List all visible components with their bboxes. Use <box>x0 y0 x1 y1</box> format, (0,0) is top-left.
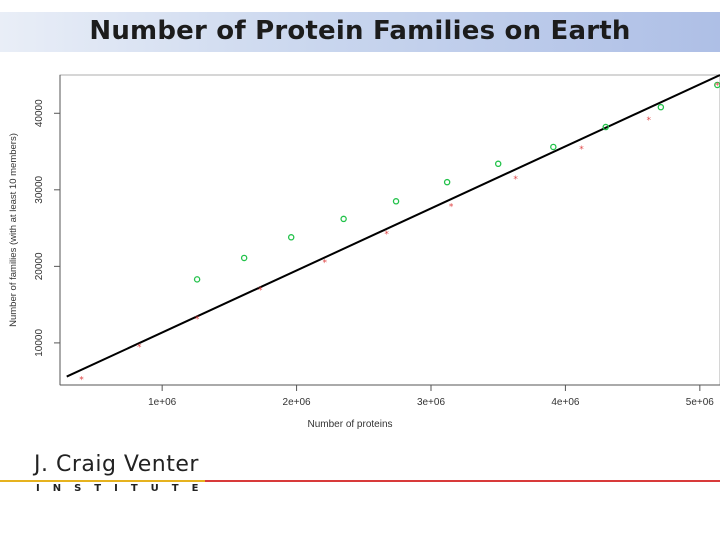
data-point-star: * <box>449 202 454 212</box>
logo-name: J. Craig Venter <box>34 452 199 477</box>
y-axis-label: Number of families (with at least 10 mem… <box>8 133 19 327</box>
slide-title: Number of Protein Families on Earth <box>89 16 631 46</box>
logo-rule-red <box>205 480 720 482</box>
data-point-star: * <box>195 315 200 325</box>
data-point-star: * <box>79 375 84 385</box>
y-tick-label: 10000 <box>34 329 45 357</box>
data-point-star: * <box>647 116 652 126</box>
x-tick-label: 1e+06 <box>148 397 177 408</box>
x-tick-label: 5e+06 <box>686 397 715 408</box>
data-point-star: * <box>323 258 328 268</box>
data-point-star: * <box>384 230 389 240</box>
data-point-circle <box>392 198 400 205</box>
data-point-star: * <box>715 81 720 91</box>
x-tick-label: 2e+06 <box>283 397 312 408</box>
data-point-circle <box>443 178 451 186</box>
data-point-star: * <box>137 343 142 353</box>
x-axis-label: Number of proteins <box>307 419 392 430</box>
data-point-circle <box>657 103 665 111</box>
y-tick-label: 20000 <box>34 252 45 280</box>
data-point-circle <box>240 254 248 262</box>
x-tick-label: 4e+06 <box>551 397 580 408</box>
data-point-circle <box>550 143 557 151</box>
data-point-star: * <box>513 175 518 185</box>
data-point-circle <box>602 123 609 131</box>
title-bar <box>0 12 720 52</box>
data-point-circle <box>340 215 347 223</box>
data-point-star: * <box>579 145 584 155</box>
y-tick-label: 40000 <box>34 99 45 127</box>
data-point-circle <box>193 276 201 283</box>
institute-logo: J. Craig Venter INSTITUTE <box>0 452 720 502</box>
data-point-star: * <box>258 286 263 296</box>
scatter-chart: 1e+06 2e+06 3e+06 4e+06 5e+06 10000 20000 30000… <box>8 74 720 430</box>
logo-subtitle: INSTITUTE <box>36 483 212 494</box>
y-tick-label: 30000 <box>34 175 45 203</box>
data-point-circle <box>494 160 502 168</box>
x-tick-label: 3e+06 <box>417 397 446 408</box>
fit-line <box>66 74 720 378</box>
logo-rule-yellow <box>0 480 205 482</box>
data-point-circle <box>287 234 295 241</box>
